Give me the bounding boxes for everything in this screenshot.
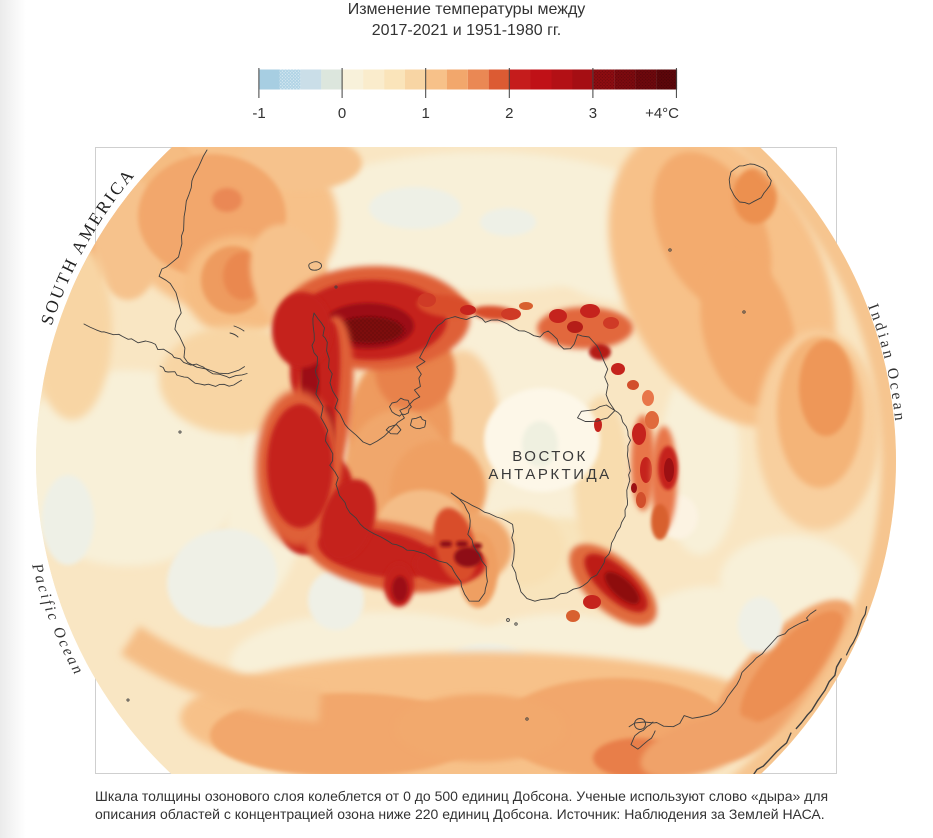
svg-text:АНТАРКТИДА: АНТАРКТИДА <box>488 466 611 483</box>
svg-text:-1: -1 <box>252 105 265 122</box>
svg-text:ВОСТОК: ВОСТОК <box>512 448 587 465</box>
svg-text:1: 1 <box>422 105 430 122</box>
svg-text:0: 0 <box>338 105 346 122</box>
svg-text:+4°C: +4°C <box>645 105 679 122</box>
svg-text:2: 2 <box>505 105 513 122</box>
svg-text:3: 3 <box>589 105 597 122</box>
